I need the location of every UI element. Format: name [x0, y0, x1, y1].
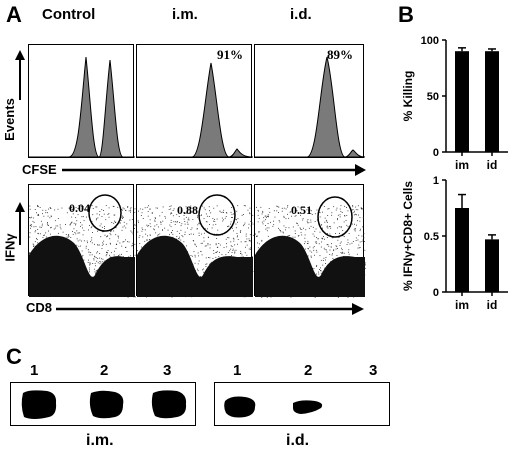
- y-tick-label: 1: [433, 175, 439, 187]
- bar-im: [455, 208, 469, 292]
- histogram-curve-control: [29, 56, 135, 158]
- y-tick-label: 50: [427, 91, 439, 103]
- dotplot-id-density: [255, 196, 366, 298]
- dotplot-id: 0.51: [254, 184, 366, 298]
- gate-value-control: 0.04: [69, 201, 90, 215]
- histogram-im: 91%: [136, 44, 254, 158]
- route-label-im: i.m.: [86, 432, 114, 449]
- y-tick-label: 0: [433, 147, 439, 159]
- histogram-control: [28, 44, 135, 158]
- panel-c-letter: C: [6, 344, 22, 369]
- y-axis-label: % IFNγ+CD8+ Cells: [401, 181, 415, 291]
- blot-im-bands: [21, 390, 187, 419]
- x-tick-label-id: id: [487, 298, 498, 312]
- x-tick-label-id: id: [487, 158, 498, 172]
- blot-im: [10, 382, 196, 426]
- lane-3-label-im: 3: [163, 362, 172, 379]
- cd8-axis-label: CD8: [26, 300, 53, 315]
- y-axis-label: % Killing: [401, 71, 415, 122]
- lane-1-label-im: 1: [30, 362, 39, 379]
- histogram-id: 89%: [254, 44, 366, 158]
- band-im-1: [21, 390, 57, 419]
- lane-2-label-id: 2: [304, 362, 313, 379]
- header-control: Control: [42, 6, 96, 23]
- band-im-2: [89, 390, 124, 419]
- bar-id: [485, 51, 499, 153]
- lane-3-label-id: 3: [369, 362, 378, 379]
- panel-a-letter: A: [6, 2, 22, 27]
- bar-chart-killing: 0 50 100 % Killing im id: [401, 35, 508, 172]
- band-id-2: [293, 400, 323, 414]
- band-id-1: [224, 396, 256, 418]
- route-label-id: i.d.: [286, 432, 310, 449]
- bar-chart-ifn: 0 0.5 1 % IFNγ+CD8+ Cells im id: [401, 175, 508, 312]
- histogram-curve-id: [255, 56, 366, 158]
- y-tick-label: 0.5: [424, 231, 439, 243]
- header-im: i.m.: [172, 6, 198, 23]
- blot-id-bands: [224, 396, 323, 418]
- x-tick-label-im: im: [455, 298, 469, 312]
- gate-value-im: 0.88: [177, 203, 198, 217]
- lane-1-label-id: 1: [233, 362, 242, 379]
- histogram-curve-im: [137, 62, 254, 158]
- band-im-3: [151, 390, 187, 419]
- y-tick-label: 0: [433, 287, 439, 299]
- x-tick-label-im: im: [455, 158, 469, 172]
- percent-id: 89%: [327, 47, 353, 62]
- gate-value-id: 0.51: [291, 203, 312, 217]
- dotplot-im-density: [137, 194, 254, 298]
- bar-id: [485, 239, 499, 292]
- dotplot-control-density: [29, 194, 136, 298]
- lane-2-label-im: 2: [100, 362, 109, 379]
- cfse-axis-label: CFSE: [22, 162, 57, 177]
- dotplot-im: 0.88: [136, 184, 254, 298]
- percent-im: 91%: [217, 47, 243, 62]
- header-id: i.d.: [290, 6, 312, 23]
- dotplot-control: 0.04: [28, 184, 136, 298]
- y-tick-label: 100: [421, 35, 439, 47]
- bar-im: [455, 51, 469, 153]
- blot-id: [214, 382, 390, 426]
- panel-b-letter: B: [398, 2, 414, 27]
